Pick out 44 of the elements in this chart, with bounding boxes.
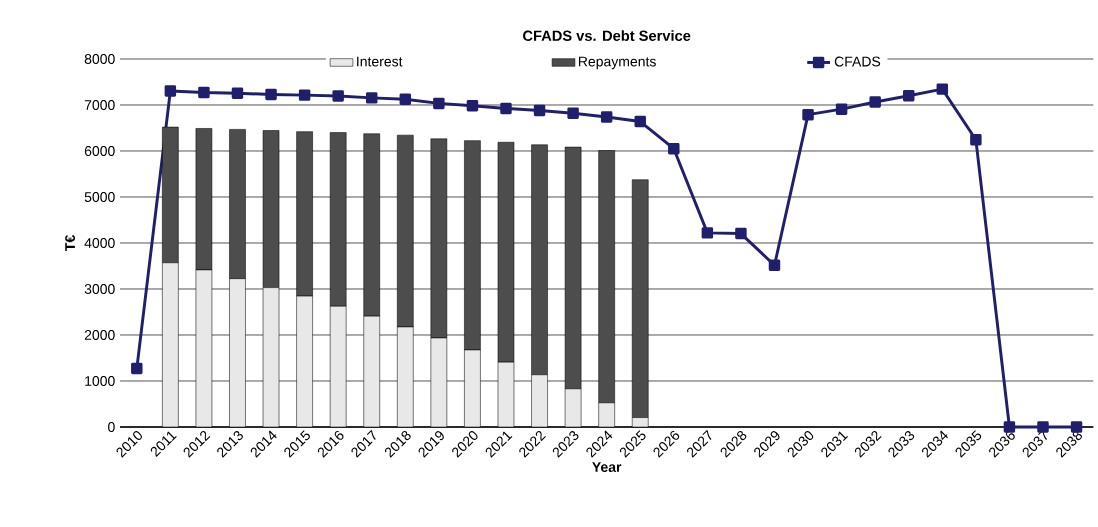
y-tick-label: 5000 — [84, 192, 115, 202]
point — [265, 88, 277, 101]
legend-label: CFADS — [834, 56, 881, 67]
y-tick-label: 2000 — [84, 330, 115, 340]
point — [466, 99, 479, 112]
y-tick-label: 0 — [108, 422, 115, 432]
point — [1003, 421, 1016, 433]
y-tick-label: 1000 — [85, 376, 115, 386]
y-tick-label: 3000 — [84, 284, 115, 294]
point — [802, 108, 814, 121]
point — [567, 107, 579, 120]
point — [131, 362, 143, 375]
chart-title: CFADS vs. Debt Service — [523, 30, 691, 41]
point — [1037, 421, 1049, 433]
point — [668, 142, 680, 155]
point — [231, 87, 244, 100]
point — [332, 90, 344, 102]
point — [533, 104, 546, 117]
point — [869, 96, 881, 108]
point — [701, 227, 714, 239]
point — [936, 83, 949, 95]
x-axis-title: Year — [592, 462, 622, 472]
point — [970, 133, 982, 146]
point — [768, 259, 781, 272]
y-tick-label: 6000 — [84, 146, 115, 156]
y-axis-title: T€ — [65, 235, 76, 251]
point — [198, 86, 210, 99]
point — [735, 227, 747, 240]
point — [1070, 421, 1083, 433]
point — [835, 103, 848, 115]
point — [500, 102, 512, 115]
point — [433, 97, 445, 110]
point — [298, 89, 311, 101]
point — [903, 90, 915, 102]
y-tick-label: 4000 — [84, 238, 115, 248]
y-tick-label: 7000 — [84, 100, 115, 110]
legend-label: Repayments — [578, 56, 656, 70]
y-tick-label: 8000 — [84, 54, 115, 64]
point — [164, 85, 177, 97]
point — [634, 115, 646, 128]
point — [366, 92, 378, 104]
legend-label: Interest — [357, 56, 403, 67]
point — [399, 93, 412, 105]
point — [600, 111, 613, 123]
